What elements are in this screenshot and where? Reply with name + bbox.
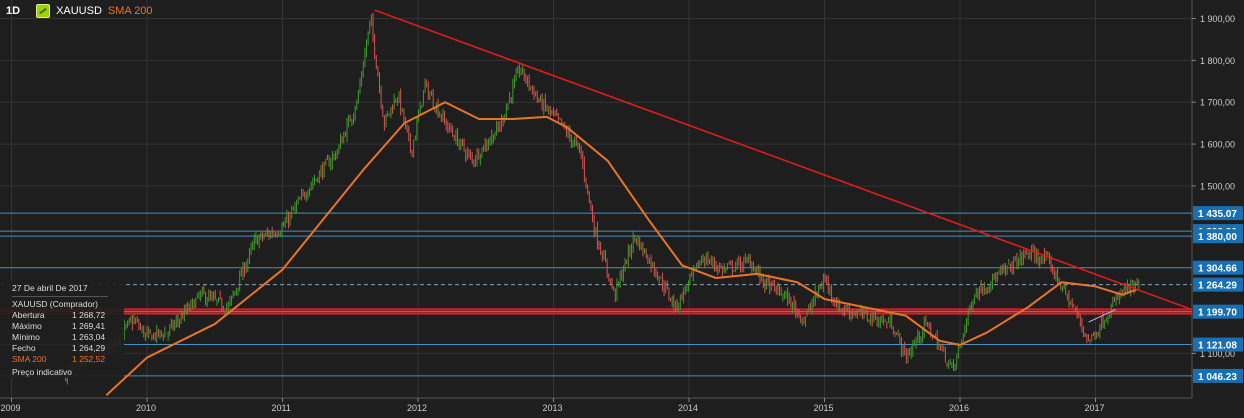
info-date: 27 De abril De 2017	[12, 283, 88, 293]
price-badge-label: 1 304.66	[1198, 264, 1237, 275]
info-row-high: Máximo 1 269,41	[12, 321, 124, 332]
y-tick-label: 1 500,00	[1200, 181, 1235, 191]
gold-bar-icon	[36, 4, 51, 18]
chart-grid	[0, 0, 1192, 398]
x-tick-label: 2011	[272, 403, 291, 413]
info-footer: Preço indicativo	[12, 367, 73, 377]
chart-overlays	[105, 9, 1198, 396]
info-value: 1 252,52	[72, 354, 106, 364]
info-value: 1 268,72	[72, 310, 106, 320]
price-badge-label: 1 380,00	[1198, 232, 1237, 243]
indicator-label[interactable]: SMA 200	[107, 5, 153, 17]
x-tick-label: 2017	[1085, 403, 1105, 413]
y-tick-label: 1 700,00	[1200, 98, 1235, 108]
chart-header: 1D XAUUSD SMA 200	[0, 0, 153, 22]
info-row-close: Fecho 1 264,29	[12, 343, 124, 354]
info-label: Abertura	[12, 310, 45, 320]
descending-trendline	[374, 9, 1198, 313]
sma-200-line	[105, 101, 1137, 396]
info-value: 1 263,04	[72, 332, 106, 342]
price-badge	[1193, 304, 1243, 319]
price-badge-label: 1 264.29	[1198, 281, 1237, 292]
price-badge	[1193, 277, 1243, 292]
ohlc-info-panel: 27 De abril De 2017 XAUUSD (Comprador) A…	[0, 281, 124, 378]
info-value: 1 269,41	[72, 321, 106, 331]
timeframe-label[interactable]: 1D	[6, 5, 21, 17]
x-tick-label: 2010	[136, 403, 156, 413]
x-tick-label: 2014	[678, 403, 698, 413]
info-divider	[12, 296, 108, 297]
info-label: Fecho	[12, 343, 36, 353]
price-badge	[1193, 368, 1243, 383]
price-badge	[1193, 260, 1243, 275]
symbol-label[interactable]: XAUUSD	[56, 5, 102, 17]
price-badge-label: 1 199.70	[1198, 308, 1237, 319]
y-tick-label: 1 100,00	[1200, 349, 1235, 359]
price-badge	[1193, 206, 1243, 221]
y-tick-label: 1 600,00	[1200, 140, 1235, 150]
info-title: XAUUSD (Comprador)	[12, 299, 98, 309]
price-badge	[1193, 337, 1243, 352]
x-tick-label: 2009	[1, 403, 21, 413]
info-value: 1 264,29	[72, 343, 106, 353]
info-label: Mínimo	[12, 332, 40, 342]
info-row-sma: SMA 200 1 252,52	[12, 354, 124, 365]
price-badge-label: 1 121.08	[1198, 341, 1237, 352]
x-tick-label: 2015	[814, 403, 834, 413]
info-row-low: Mínimo 1 263,04	[12, 332, 124, 343]
price-badge-label: 1 435.07	[1198, 209, 1237, 220]
y-tick-label: 1 800,00	[1200, 56, 1235, 66]
info-label: Máximo	[12, 321, 42, 331]
price-badge	[1193, 229, 1243, 244]
minor-trendline	[1088, 308, 1117, 323]
info-row-open: Abertura 1 268,72	[12, 310, 124, 321]
y-tick-label: 1 900,00	[1200, 14, 1235, 24]
time-axis-background	[0, 398, 1244, 418]
x-tick-label: 2013	[543, 403, 563, 413]
x-tick-label: 2012	[407, 403, 427, 413]
x-tick-label: 2016	[949, 403, 969, 413]
price-badge-label: 1 046.23	[1198, 372, 1237, 383]
info-label: SMA 200	[12, 354, 47, 364]
